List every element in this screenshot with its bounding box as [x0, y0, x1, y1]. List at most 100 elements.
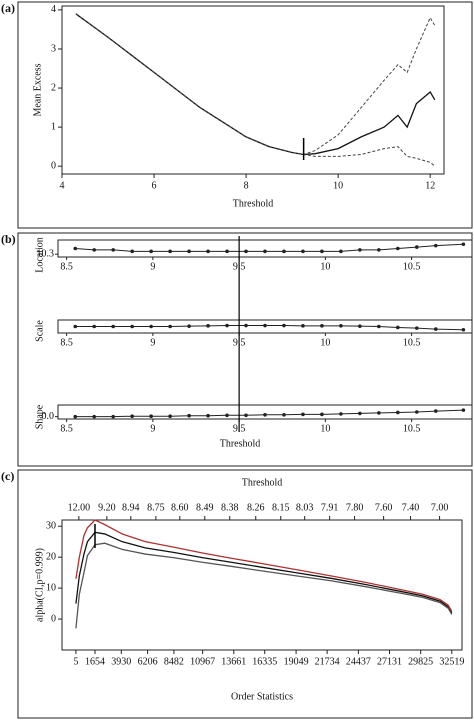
data-point [187, 324, 191, 328]
y-tick-label: 20 [46, 551, 56, 562]
data-point [73, 414, 78, 419]
data-point [263, 249, 267, 254]
data-point [320, 324, 324, 328]
x-tick-label: 12 [425, 180, 435, 191]
y-tick-label: 2 [51, 82, 56, 93]
x2-tick-label: 8.49 [196, 502, 214, 513]
plot-frame [61, 5, 445, 175]
x-tick-label: 4 [60, 180, 65, 191]
data-point [92, 324, 97, 329]
data-point [433, 409, 438, 413]
data-point [111, 324, 115, 329]
x-tick-label: 19049 [284, 656, 309, 667]
data-line [75, 531, 453, 614]
x-tick-label: 10.5 [403, 261, 421, 272]
x-tick-label: 8.5 [60, 423, 73, 434]
data-point [377, 411, 381, 415]
y-tick-label: 0.0 [42, 411, 55, 422]
y-tick-label: 0 [51, 160, 56, 171]
data-point [282, 413, 286, 417]
x-axis-label: Threshold [220, 438, 261, 449]
data-point [92, 414, 97, 419]
data-point [358, 411, 362, 416]
x-tick-label: 13661 [221, 656, 246, 667]
x-tick-label: 8.5 [60, 261, 73, 272]
x-tick-label: 8482 [164, 656, 184, 667]
y-axis-label: Shape [34, 404, 45, 429]
data-point [92, 248, 97, 252]
panel-label: (a) [1, 1, 15, 15]
data-point [461, 327, 466, 332]
x2-tick-label: 7.91 [321, 502, 339, 513]
y-axis-label: alpha(CI,p=0.999) [34, 548, 45, 622]
data-point [206, 413, 210, 418]
data-point [301, 249, 305, 254]
data-point [225, 323, 229, 328]
data-point [206, 249, 210, 254]
panel-a-frame [17, 1, 473, 229]
plot-frame [61, 519, 463, 651]
y-axis-label: Mean Excess [32, 63, 43, 116]
x-tick-label: 21734 [315, 656, 340, 667]
x2-axis-label: Threshold [242, 477, 283, 488]
y-tick-label: 4 [51, 4, 56, 15]
panel-label: (c) [1, 469, 14, 483]
x-tick-label: 10.5 [403, 337, 421, 348]
data-point [433, 327, 438, 331]
subplot-frame [57, 319, 473, 334]
data-point [301, 412, 305, 417]
data-point [111, 248, 115, 252]
data-point [415, 245, 419, 249]
x-axis-label: Threshold [233, 198, 274, 209]
x-tick-label: 10 [320, 423, 330, 434]
y-tick-label: 10 [46, 582, 56, 593]
y-axis-label: Location [34, 237, 45, 273]
panel-b-frame [17, 232, 473, 467]
y-axis-label: Scale [34, 320, 45, 342]
x2-tick-label: 7.80 [346, 502, 364, 513]
data-line [75, 13, 436, 155]
data-point [358, 324, 362, 328]
x-tick-label: 10 [333, 180, 343, 191]
data-point [263, 413, 267, 417]
panel-label: (b) [1, 232, 16, 246]
x2-tick-label: 7.40 [402, 502, 420, 513]
data-point [187, 249, 191, 254]
data-point [339, 412, 343, 416]
data-point [149, 249, 153, 254]
data-point [339, 249, 343, 254]
x-tick-label: 9 [150, 261, 155, 272]
data-point [358, 248, 362, 252]
data-line [75, 13, 436, 167]
x-tick-label: 8 [244, 180, 249, 191]
data-point [244, 413, 248, 418]
data-point [168, 324, 172, 329]
x2-tick-label: 9.20 [98, 502, 116, 513]
x2-tick-label: 8.26 [247, 502, 265, 513]
data-point [415, 326, 419, 330]
data-point [377, 248, 381, 252]
x-tick-label: 32519 [439, 656, 464, 667]
y-tick-label: 3 [51, 43, 56, 54]
x2-tick-label: 12.00 [68, 502, 91, 513]
data-point [396, 246, 400, 251]
y-tick-label: 1 [51, 121, 56, 132]
x2-tick-label: 8.03 [296, 502, 314, 513]
data-point [206, 324, 210, 328]
data-point [149, 324, 153, 329]
data-line [75, 519, 453, 612]
x-tick-label: 6 [152, 180, 157, 191]
panel-c-frame [17, 469, 473, 719]
x-tick-label: 3930 [111, 656, 131, 667]
data-point [301, 324, 305, 328]
x-tick-label: 8.5 [60, 337, 73, 348]
x-tick-label: 16335 [252, 656, 277, 667]
data-point [320, 412, 324, 417]
data-point [149, 414, 153, 419]
data-point [225, 413, 229, 418]
x2-tick-label: 8.94 [122, 502, 140, 513]
data-point [130, 249, 134, 254]
x-tick-label: 5 [73, 656, 78, 667]
data-point [244, 249, 248, 254]
